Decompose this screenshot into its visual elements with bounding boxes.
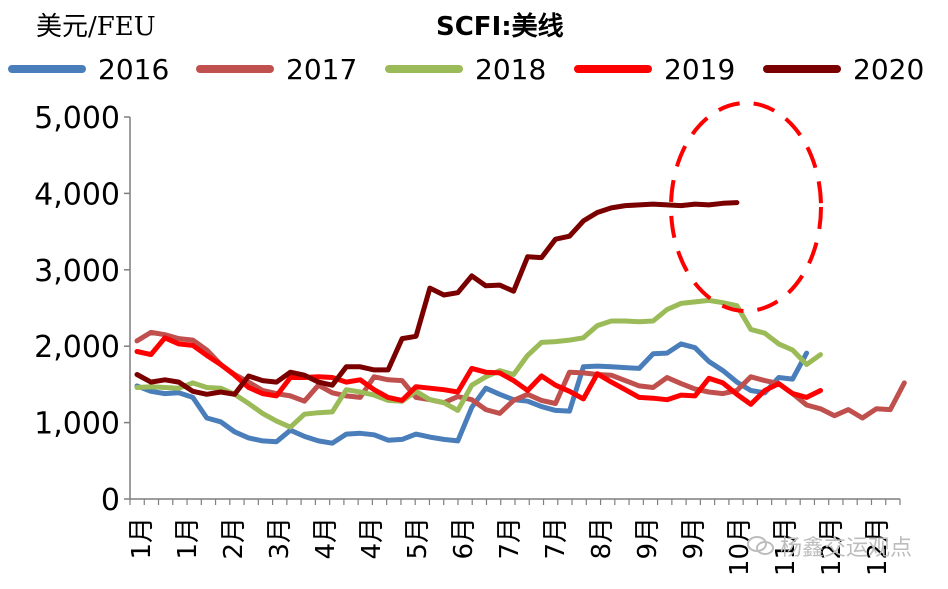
x-tick-label: 11月 [771,517,801,576]
legend-label: 2017 [286,53,357,86]
series-group [134,200,907,446]
series-line-2018 [134,297,823,430]
watermark-text: 杨鑫交运观点 [780,536,913,561]
x-tick-label: 2月 [219,517,249,560]
highlight-ellipse [669,101,823,313]
legend-item-2017: 2017 [196,53,357,86]
y-tick-label: 0 [101,483,120,518]
legend-label: 2019 [664,53,735,86]
y-tick-label: 4,000 [34,177,120,212]
watermark: 杨鑫交运观点 [746,530,912,562]
legend: 2016 2017 2018 2019 2020 [8,53,924,86]
x-tick-label: 3月 [265,517,295,560]
x-tick-label: 1月 [127,517,157,560]
x-tick-label: 6月 [449,517,479,560]
y-tick-label: 1,000 [34,407,120,442]
x-tick-label: 8月 [587,517,617,560]
legend-item-2020: 2020 [763,53,924,86]
legend-item-2019: 2019 [574,53,735,86]
x-tick-label: 4月 [311,517,341,560]
x-tick-label: 12月 [863,517,893,576]
wechat-icon [747,536,774,555]
x-tick-label: 4月 [357,517,387,560]
legend-item-2018: 2018 [385,53,546,86]
series-line-2020 [134,200,740,397]
y-axis-unit-label: 美元/FEU [36,12,156,42]
x-tick-label: 7月 [541,517,571,560]
chart-title: SCFI:美线 [436,12,564,42]
legend-label: 2018 [475,53,546,86]
series-line-2019 [134,335,823,407]
y-tick-label: 2,000 [34,330,120,365]
y-tick-label: 5,000 [34,101,120,136]
legend-label: 2016 [98,53,169,86]
x-tick-label: 9月 [679,517,709,560]
legend-item-2016: 2016 [8,53,169,86]
x-tick-label: 10月 [725,517,755,576]
x-tick-label: 7月 [495,517,525,560]
x-tick-label: 9月 [633,517,663,560]
x-tick-label: 12月 [817,517,847,576]
x-tick-label: 1月 [173,517,203,560]
legend-label: 2020 [853,53,924,86]
y-tick-label: 3,000 [34,254,120,289]
series-line-2016 [134,341,810,446]
x-tick-label: 5月 [403,517,433,560]
